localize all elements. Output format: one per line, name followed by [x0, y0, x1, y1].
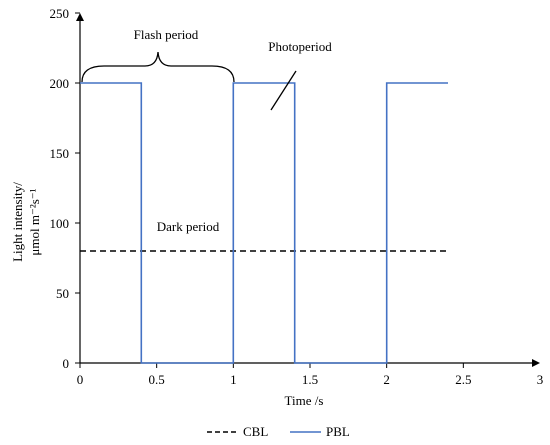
y-tick-label: 0: [63, 356, 70, 371]
x-axis-arrow: [532, 359, 540, 367]
flash-period-brace: [81, 51, 235, 83]
y-tick-label: 250: [50, 6, 70, 21]
dark-period-label: Dark period: [157, 219, 220, 234]
y-tick-label: 50: [56, 286, 69, 301]
series-pbl-line: [80, 82, 448, 364]
y-axis-title-line2: μmol m⁻²s⁻¹: [27, 188, 42, 255]
x-tick-label: 3: [537, 372, 544, 387]
x-tick-label: 2: [383, 372, 390, 387]
x-tick-label: 2.5: [455, 372, 471, 387]
legend-pbl-label: PBL: [326, 424, 350, 439]
y-axis-arrow: [76, 13, 84, 21]
axis-ticks: 0 0.5 1 1.5 2 2.5 3 0 50 100 150 200 250: [50, 6, 544, 387]
y-tick-label: 100: [50, 216, 70, 231]
x-tick-label: 0: [77, 372, 84, 387]
flash-period-label: Flash period: [134, 27, 199, 42]
x-tick-label: 1: [230, 372, 237, 387]
photoperiod-label: Photoperiod: [268, 39, 332, 54]
legend-cbl-label: CBL: [243, 424, 268, 439]
photoperiod-pointer: [270, 70, 297, 111]
y-axis-title-line1: Light intensity/: [10, 182, 25, 262]
x-tick-label: 0.5: [149, 372, 165, 387]
y-tick-label: 150: [50, 146, 70, 161]
series-layer: [80, 82, 448, 364]
x-tick-label: 1.5: [302, 372, 318, 387]
y-tick-label: 200: [50, 76, 70, 91]
legend: CBL PBL: [207, 424, 350, 439]
x-axis-title: Time /s: [285, 393, 324, 408]
